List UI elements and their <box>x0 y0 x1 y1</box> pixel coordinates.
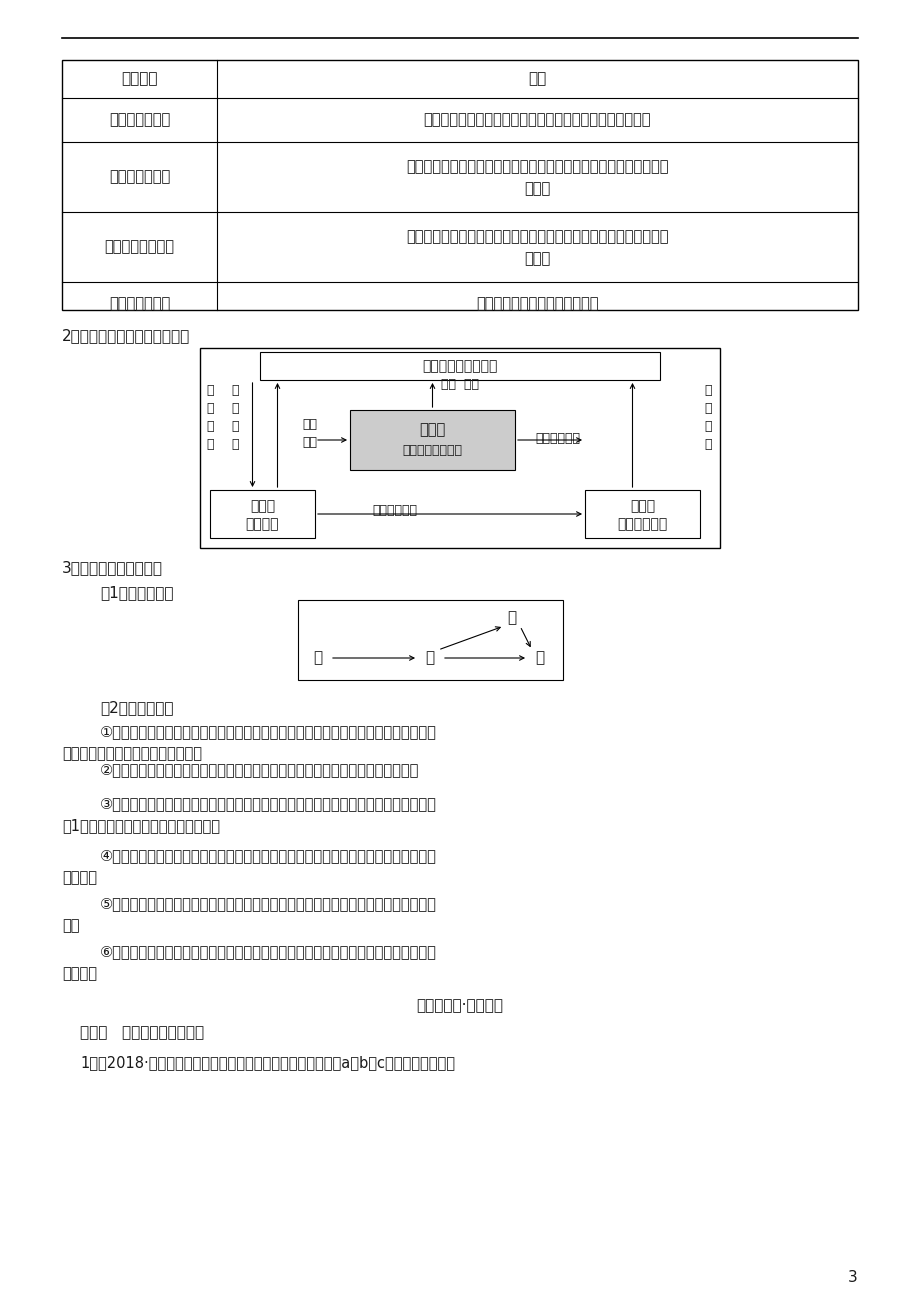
Bar <box>584 490 699 538</box>
Text: ③由于第一营养级一定是生产者，因此一种动物在某一食物链中的营养级＝消费者级别: ③由于第一营养级一定是生产者，因此一种动物在某一食物链中的营养级＝消费者级别 <box>100 796 437 811</box>
Text: 错误说法: 错误说法 <box>121 72 157 86</box>
Text: 细: 细 <box>703 384 711 397</box>
Text: 残枝、败叶等: 残枝、败叶等 <box>372 504 417 517</box>
Bar <box>260 352 659 380</box>
Text: （2）相关说明：: （2）相关说明： <box>100 700 174 715</box>
Bar <box>199 348 720 548</box>
Text: 特例: 特例 <box>528 72 546 86</box>
Text: 细菌都是分解者: 细菌都是分解者 <box>108 112 170 128</box>
Bar <box>62 60 857 310</box>
Text: （加快物质循环）: （加快物质循环） <box>403 444 462 457</box>
Text: 蓝藻、硝化细菌等自养型原核生物也是生产者，应该说生产者包含绿: 蓝藻、硝化细菌等自养型原核生物也是生产者，应该说生产者包含绿 <box>406 229 668 245</box>
Bar <box>210 490 314 538</box>
Text: 吸: 吸 <box>703 437 711 450</box>
Text: 兔: 兔 <box>425 651 434 665</box>
Text: 1．（2018·唐山模拟）下面是生态系统成分的关系图，下列对a、b、c所代表的成分的说: 1．（2018·唐山模拟）下面是生态系统成分的关系图，下列对a、b、c所代表的成… <box>80 1055 455 1070</box>
Text: 2．生态系统各成分的相互关系: 2．生态系统各成分的相互关系 <box>62 328 190 342</box>
Text: 非生物的物质和能量: 非生物的物质和能量 <box>422 359 497 372</box>
Text: 胞: 胞 <box>231 401 239 414</box>
Text: 色植物: 色植物 <box>524 251 550 267</box>
Text: ②分解者及非生物的物质和能量不属于食物链的成分，不出现在食物链（网）中。: ②分解者及非生物的物质和能量不属于食物链的成分，不出现在食物链（网）中。 <box>100 762 419 777</box>
Text: 分解者: 分解者 <box>630 499 654 513</box>
Text: 植物都是生产者: 植物都是生产者 <box>108 297 170 311</box>
Text: 3．生态系统的营养结构: 3．生态系统的营养结构 <box>62 560 163 575</box>
Text: 细: 细 <box>231 384 239 397</box>
Text: 草: 草 <box>313 651 323 665</box>
Text: 争关系。: 争关系。 <box>62 966 96 980</box>
Text: 分解者: 分解者 <box>524 181 550 197</box>
Text: 间有任何间断都不算完整的食物链。: 间有任何间断都不算完整的食物链。 <box>62 746 202 760</box>
Text: 硝化细菌是自养型生物，属于生产者；寄生细菌属于消费者: 硝化细菌是自养型生物，属于生产者；寄生细菌属于消费者 <box>424 112 651 128</box>
Text: 细胞  呼吸: 细胞 呼吸 <box>440 379 479 392</box>
Text: （1）模型图示：: （1）模型图示： <box>100 585 174 600</box>
Text: 用: 用 <box>206 437 213 450</box>
Text: 3: 3 <box>847 1269 857 1285</box>
Text: ①每条食物链的起点都是生产者，终点是不被其他动物所食的动物，即最高营养级，中: ①每条食物链的起点都是生产者，终点是不被其他动物所食的动物，即最高营养级，中 <box>100 724 437 740</box>
Text: 光: 光 <box>206 384 213 397</box>
Text: 个种群。: 个种群。 <box>62 870 96 885</box>
Text: 动物: 动物 <box>302 418 317 431</box>
Text: 生产者: 生产者 <box>250 499 275 513</box>
Text: 菟丝子营寄生生活，属于消费者: 菟丝子营寄生生活，属于消费者 <box>476 297 598 311</box>
Text: （基石）: （基石） <box>245 517 279 531</box>
Bar <box>298 600 562 680</box>
Text: 胞: 胞 <box>703 401 711 414</box>
Text: 合: 合 <box>206 401 213 414</box>
Text: ＋1，如兔是初级消费者，第二营养级。: ＋1，如兔是初级消费者，第二营养级。 <box>62 818 220 833</box>
Text: 狐: 狐 <box>535 651 544 665</box>
Text: ⑥在食物网中，两种生物之间的种间关系可出现多种，如狼和狐既是捕食关系，又是竞: ⑥在食物网中，两种生物之间的种间关系可出现多种，如狼和狐既是捕食关系，又是竞 <box>100 944 437 960</box>
Text: 狼: 狼 <box>507 611 516 625</box>
Text: 消费者: 消费者 <box>419 423 445 437</box>
Bar <box>349 410 515 470</box>
Text: （不可缺少）: （不可缺少） <box>617 517 667 531</box>
Text: 尸体、粪便等: 尸体、粪便等 <box>535 431 579 444</box>
Text: 考向一   生态系统成分的判断: 考向一 生态系统成分的判断 <box>80 1025 204 1040</box>
Text: 动物都是消费者: 动物都是消费者 <box>108 169 170 185</box>
Text: 呼: 呼 <box>231 419 239 432</box>
Text: 作: 作 <box>206 419 213 432</box>
Text: 级。: 级。 <box>62 918 79 934</box>
Text: 呼: 呼 <box>703 419 711 432</box>
Text: 秃鹫、蚯蚓、蜣螂等以动、植物残体或排泄物为食的腐食性动物属于: 秃鹫、蚯蚓、蜣螂等以动、植物残体或排泄物为食的腐食性动物属于 <box>406 160 668 174</box>
Text: 吸: 吸 <box>231 437 239 450</box>
Text: ④某一营养级生物的含义是该营养级的所有生物，不代表单个生物个体，也不一定是一: ④某一营养级生物的含义是该营养级的所有生物，不代表单个生物个体，也不一定是一 <box>100 848 437 863</box>
Text: 摄食: 摄食 <box>302 436 317 449</box>
Text: 生产者是绿色植物: 生产者是绿色植物 <box>105 240 175 254</box>
Text: ⑤同一种消费者在不同食物链中，可以占有不同的营养级，如狼分别是第三、第四营养: ⑤同一种消费者在不同食物链中，可以占有不同的营养级，如狼分别是第三、第四营养 <box>100 896 437 911</box>
Text: ［研透考情·备高考］: ［研透考情·备高考］ <box>416 999 503 1013</box>
